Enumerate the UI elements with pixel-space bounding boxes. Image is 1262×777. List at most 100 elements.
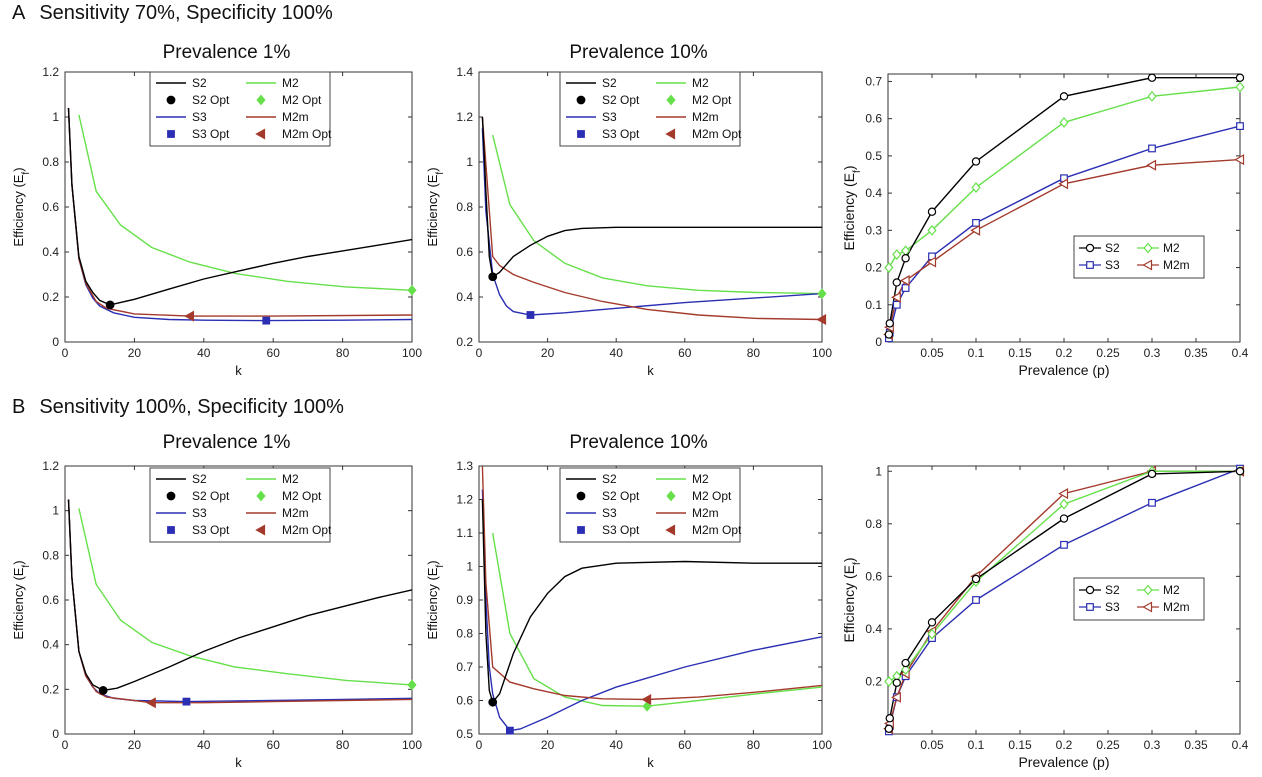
x-tick-label: 80 xyxy=(336,738,350,752)
legend-box xyxy=(559,467,741,543)
x-axis-label: Prevalence (p) xyxy=(1018,754,1109,770)
legend: S2 M2 S3 M2m xyxy=(1073,577,1205,621)
legend-label: S2 xyxy=(192,76,207,90)
y-tick-label: 0.6 xyxy=(42,200,59,214)
x-tick-label: 0.15 xyxy=(1008,346,1032,360)
y-tick-label: 0.3 xyxy=(865,223,882,237)
x-tick-label: 40 xyxy=(197,346,211,360)
chart-b-prevalence-10-svg: Prevalence 10% 0 20 40 60 80 100 0.5 0.6 0.7 0.8 0.… xyxy=(425,432,832,770)
series-line-m2 xyxy=(78,114,412,291)
chart-title: Prevalence 1% xyxy=(163,42,291,63)
data-point-s2 xyxy=(1059,514,1069,523)
x-tick-label: 0.2 xyxy=(1056,346,1073,360)
optimum-marker-m2-opt xyxy=(642,700,652,712)
legend-marker-m2m xyxy=(1142,601,1153,613)
x-tick-label: 80 xyxy=(747,346,761,360)
optimum-marker-m2-opt xyxy=(817,288,827,300)
legend-marker-s3-opt xyxy=(167,130,175,138)
legend-label: S3 Opt xyxy=(192,127,230,141)
series-group xyxy=(481,466,822,732)
legend-marker-s2-opt xyxy=(576,491,586,501)
x-tick-label: 0.3 xyxy=(1144,738,1161,752)
x-tick-label: 20 xyxy=(541,346,555,360)
y-tick-label: 0 xyxy=(52,335,59,349)
data-point-s2 xyxy=(1235,73,1245,82)
data-point-s2 xyxy=(1235,467,1245,476)
optimum-marker-s2-opt xyxy=(488,272,498,282)
data-point-s2 xyxy=(885,714,894,723)
legend-marker-s2 xyxy=(1085,585,1095,595)
y-axis-label: Efficiency (Ef) xyxy=(425,560,446,639)
data-point-s2 xyxy=(892,278,902,287)
legend-label: S3 Opt xyxy=(602,127,640,141)
chart-a-prevalence-curve-svg: 0.05 0.1 0.15 0.2 0.25 0.3 0.35 0.4 0 0.1 0.2 0.3 0.… xyxy=(841,73,1249,378)
data-point-s3 xyxy=(972,218,980,227)
legend-label: M2m xyxy=(282,110,309,124)
x-tick-label: 0.35 xyxy=(1184,738,1208,752)
legend-label: S2 Opt xyxy=(192,489,230,503)
legend-marker-m2m-opt xyxy=(665,128,676,140)
legend-box xyxy=(149,467,331,543)
y-tick-label: 0.8 xyxy=(865,517,882,531)
legend: S2 M2 S2 Opt M2 Opt S3 M2m S3 Opt M2m Opt xyxy=(149,467,332,543)
data-point-s2 xyxy=(927,207,937,216)
section-letter-b: B xyxy=(12,396,26,418)
legend-marker-s2-opt xyxy=(576,95,586,105)
chart-a-prevalence-10-svg: Prevalence 10% 0 20 40 60 80 100 0.2 0.4 0.6 0.8 1 1… xyxy=(425,42,832,378)
legend-marker-m2 xyxy=(1143,242,1153,254)
legend-marker-m2m-opt xyxy=(255,128,266,140)
legend-marker-m2m-opt xyxy=(665,524,676,536)
legend-box xyxy=(149,71,331,147)
y-axis-label: Efficiency (Ef) xyxy=(425,167,446,246)
data-point-m2 xyxy=(892,249,902,260)
data-point-s3 xyxy=(1236,122,1244,131)
legend-marker-m2m xyxy=(1142,259,1153,271)
legend-label: S3 Opt xyxy=(192,523,230,537)
data-point-s2 xyxy=(884,724,894,733)
x-tick-label: 100 xyxy=(812,738,832,752)
optimum-marker-m2m-opt xyxy=(641,693,652,706)
legend: S2 M2 S2 Opt M2 Opt S3 M2m S3 Opt M2m Opt xyxy=(559,467,742,543)
legend: S2 M2 S3 M2m xyxy=(1073,235,1205,279)
y-tick-label: 1.2 xyxy=(456,110,473,124)
data-point-m2m xyxy=(891,291,901,303)
x-tick-label: 60 xyxy=(267,346,281,360)
legend-label: M2 xyxy=(692,472,709,486)
section-letter-a: A xyxy=(12,2,26,24)
legend-label: M2 xyxy=(692,76,709,90)
data-point-m2 xyxy=(901,664,911,676)
series-line-m2 xyxy=(492,134,822,295)
data-point-m2m xyxy=(1234,154,1245,166)
data-point-s3 xyxy=(1060,540,1068,549)
x-tick-label: 0.05 xyxy=(920,346,944,360)
plot-area xyxy=(887,73,1241,343)
x-tick-label: 0 xyxy=(62,738,69,752)
y-tick-label: 1 xyxy=(52,110,59,124)
x-tick-label: 20 xyxy=(128,346,142,360)
data-point-s2 xyxy=(1147,469,1157,479)
data-point-m2m xyxy=(1146,159,1157,171)
y-tick-label: 1.3 xyxy=(456,459,473,473)
chart-b-prevalence-1-svg: Prevalence 1% 0 20 40 60 80 100 0 0.2 0.4 0.6 0.8 1 1… xyxy=(11,432,422,770)
legend-label: M2 xyxy=(1163,241,1180,255)
legend-marker-s3 xyxy=(1086,261,1094,269)
y-tick-label: 0.7 xyxy=(865,74,882,88)
y-tick-label: 0.4 xyxy=(456,290,473,304)
legend-label: S3 xyxy=(192,506,207,520)
series-line-s2 xyxy=(67,499,412,692)
chart-b-prevalence-10: Prevalence 10% 0 20 40 60 80 100 0.5 0.6 0.7 0.8 0.… xyxy=(420,420,840,777)
legend-label: S3 Opt xyxy=(602,523,640,537)
legend-label: M2m Opt xyxy=(282,127,332,141)
y-tick-label: 1 xyxy=(875,464,882,478)
y-tick-label: 1 xyxy=(466,560,473,574)
optimum-marker-m2m-opt xyxy=(816,313,827,326)
legend-label: S2 xyxy=(1105,241,1120,255)
chart-a-prevalence-1-svg: Prevalence 1% 0 20 40 60 80 100 0 0.2 0.4 0.6 0.8 1 1… xyxy=(11,42,422,378)
x-tick-label: 0.35 xyxy=(1184,346,1208,360)
section-title-b: B Sensitivity 100%, Specificity 100% xyxy=(12,396,344,419)
x-tick-label: 0.1 xyxy=(968,346,985,360)
x-tick-label: 0.05 xyxy=(920,738,944,752)
optimum-marker-s2-opt xyxy=(98,686,108,695)
y-tick-label: 0.2 xyxy=(865,261,882,275)
y-tick-label: 1.4 xyxy=(456,65,473,79)
